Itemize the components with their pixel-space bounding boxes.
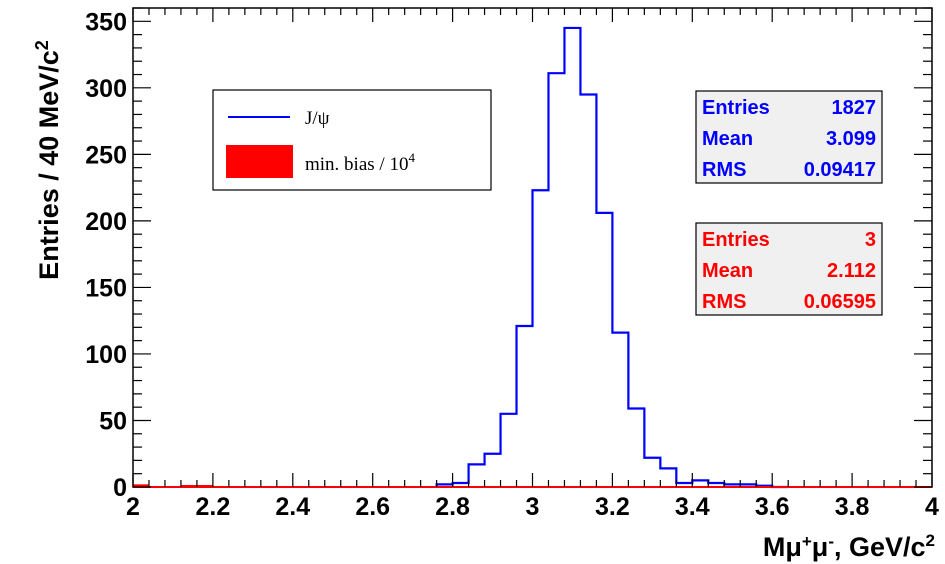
legend: J/ψ min. bias / 104 [212, 89, 492, 191]
x-tick-label: 2.8 [435, 493, 470, 521]
x-tick-label: 2.6 [355, 493, 390, 521]
stats-value: 0.09417 [804, 159, 876, 181]
minbias-bar [133, 484, 149, 487]
jpsi-histogram-line [435, 26, 789, 489]
x-axis-title: Mμ+μ-, GeV/c2 [763, 531, 935, 562]
stats-value: 3 [865, 229, 876, 251]
x-tick-label: 2.2 [196, 493, 231, 521]
stats-value: 3.099 [826, 128, 876, 150]
y-tick-label: 350 [85, 8, 127, 36]
y-tick-label: 100 [85, 341, 127, 369]
x-tick-label: 4 [925, 493, 939, 521]
legend-label-jpsi: J/ψ [305, 108, 330, 129]
y-tick-label: 50 [99, 407, 127, 435]
y-tick-label: 250 [85, 141, 127, 169]
x-tick-label: 3.2 [595, 493, 630, 521]
x-tick-label: 2 [126, 493, 140, 521]
stats-box-minbias: Entries 3 Mean 2.112 RMS 0.06595 [695, 222, 883, 316]
stats-label: Entries [702, 97, 770, 119]
stats-label: Entries [702, 229, 770, 251]
y-tick-label: 200 [85, 208, 127, 236]
x-tick-label: 3 [526, 493, 540, 521]
y-tick-label: 150 [85, 274, 127, 302]
x-tick-label: 2.4 [275, 493, 310, 521]
stats-label: RMS [702, 291, 746, 313]
stats-box-jpsi: Entries 1827 Mean 3.099 RMS 0.09417 [695, 90, 883, 184]
stats-label: Mean [702, 260, 753, 282]
stats-value: 0.06595 [804, 291, 876, 313]
axis-ticks: 2 2.2 2.4 2.6 2.8 3 3.2 3.4 3.6 3.8 4 0 50 100 150 200 2… [85, 7, 939, 521]
legend-label-minbias: min. bias / 104 [305, 150, 415, 175]
y-tick-label: 300 [85, 75, 127, 103]
x-tick-label: 3.4 [675, 493, 710, 521]
stats-label: RMS [702, 159, 746, 181]
y-axis-title: Entries / 40 MeV/c2 [32, 40, 64, 280]
y-tick-label: 0 [113, 474, 127, 502]
x-tick-label: 3.8 [835, 493, 870, 521]
x-tick-label: 3.6 [755, 493, 790, 521]
stats-value: 1827 [832, 97, 877, 119]
stats-label: Mean [702, 128, 753, 150]
stats-value: 2.112 [827, 260, 876, 282]
legend-swatch-minbias [226, 145, 293, 178]
